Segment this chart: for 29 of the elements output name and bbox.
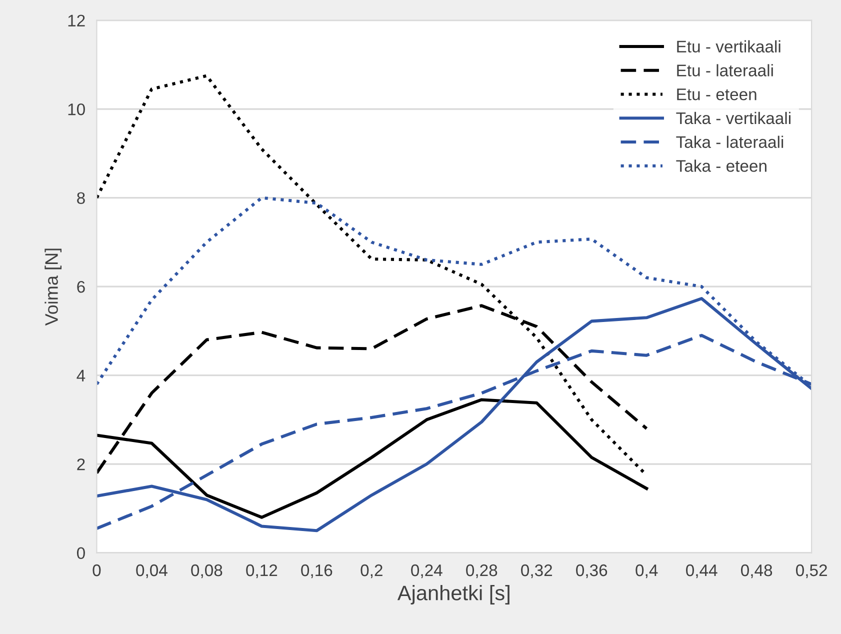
x-tick-label: 0,48 [741,564,772,578]
y-tick-label: 6 [77,280,85,293]
y-tick-label: 12 [68,14,85,26]
x-tick-label: 0,52 [796,564,827,578]
legend-label: Taka - lateraali [676,136,784,148]
x-tick-label: 0,12 [246,564,278,578]
y-tick-label: 2 [77,458,85,470]
x-tick-label: 0,4 [636,564,658,578]
x-tick-label: 0,04 [136,564,168,578]
legend-label: Etu - lateraali [677,64,773,76]
x-tick-label: 0,24 [411,564,442,578]
x-tick-label: 0 [92,564,101,576]
legend-label: Taka - eteen [676,160,766,172]
x-axis-title: Ajanhetki [s] [397,585,510,604]
legend-label: Etu - eteen [677,88,756,100]
x-tick-label: 0,36 [576,564,608,578]
x-tick-label: 0,28 [466,564,498,578]
x-tick-label: 0,44 [686,564,718,578]
y-axis-title: Voima [N] [44,248,62,326]
y-tick-label: 4 [76,370,86,382]
x-tick-label: 0,16 [301,564,332,578]
legend-label: Etu - vertikaali [677,40,780,53]
y-tick-label: 8 [77,192,85,204]
y-tick-label: 10 [68,103,85,116]
x-tick-label: 0,32 [521,564,552,578]
x-tick-label: 0,2 [360,564,382,578]
x-tick-label: 0,08 [191,564,222,578]
y-tick-label: 0 [76,547,85,560]
legend-label: Taka - vertikaali [676,112,790,124]
